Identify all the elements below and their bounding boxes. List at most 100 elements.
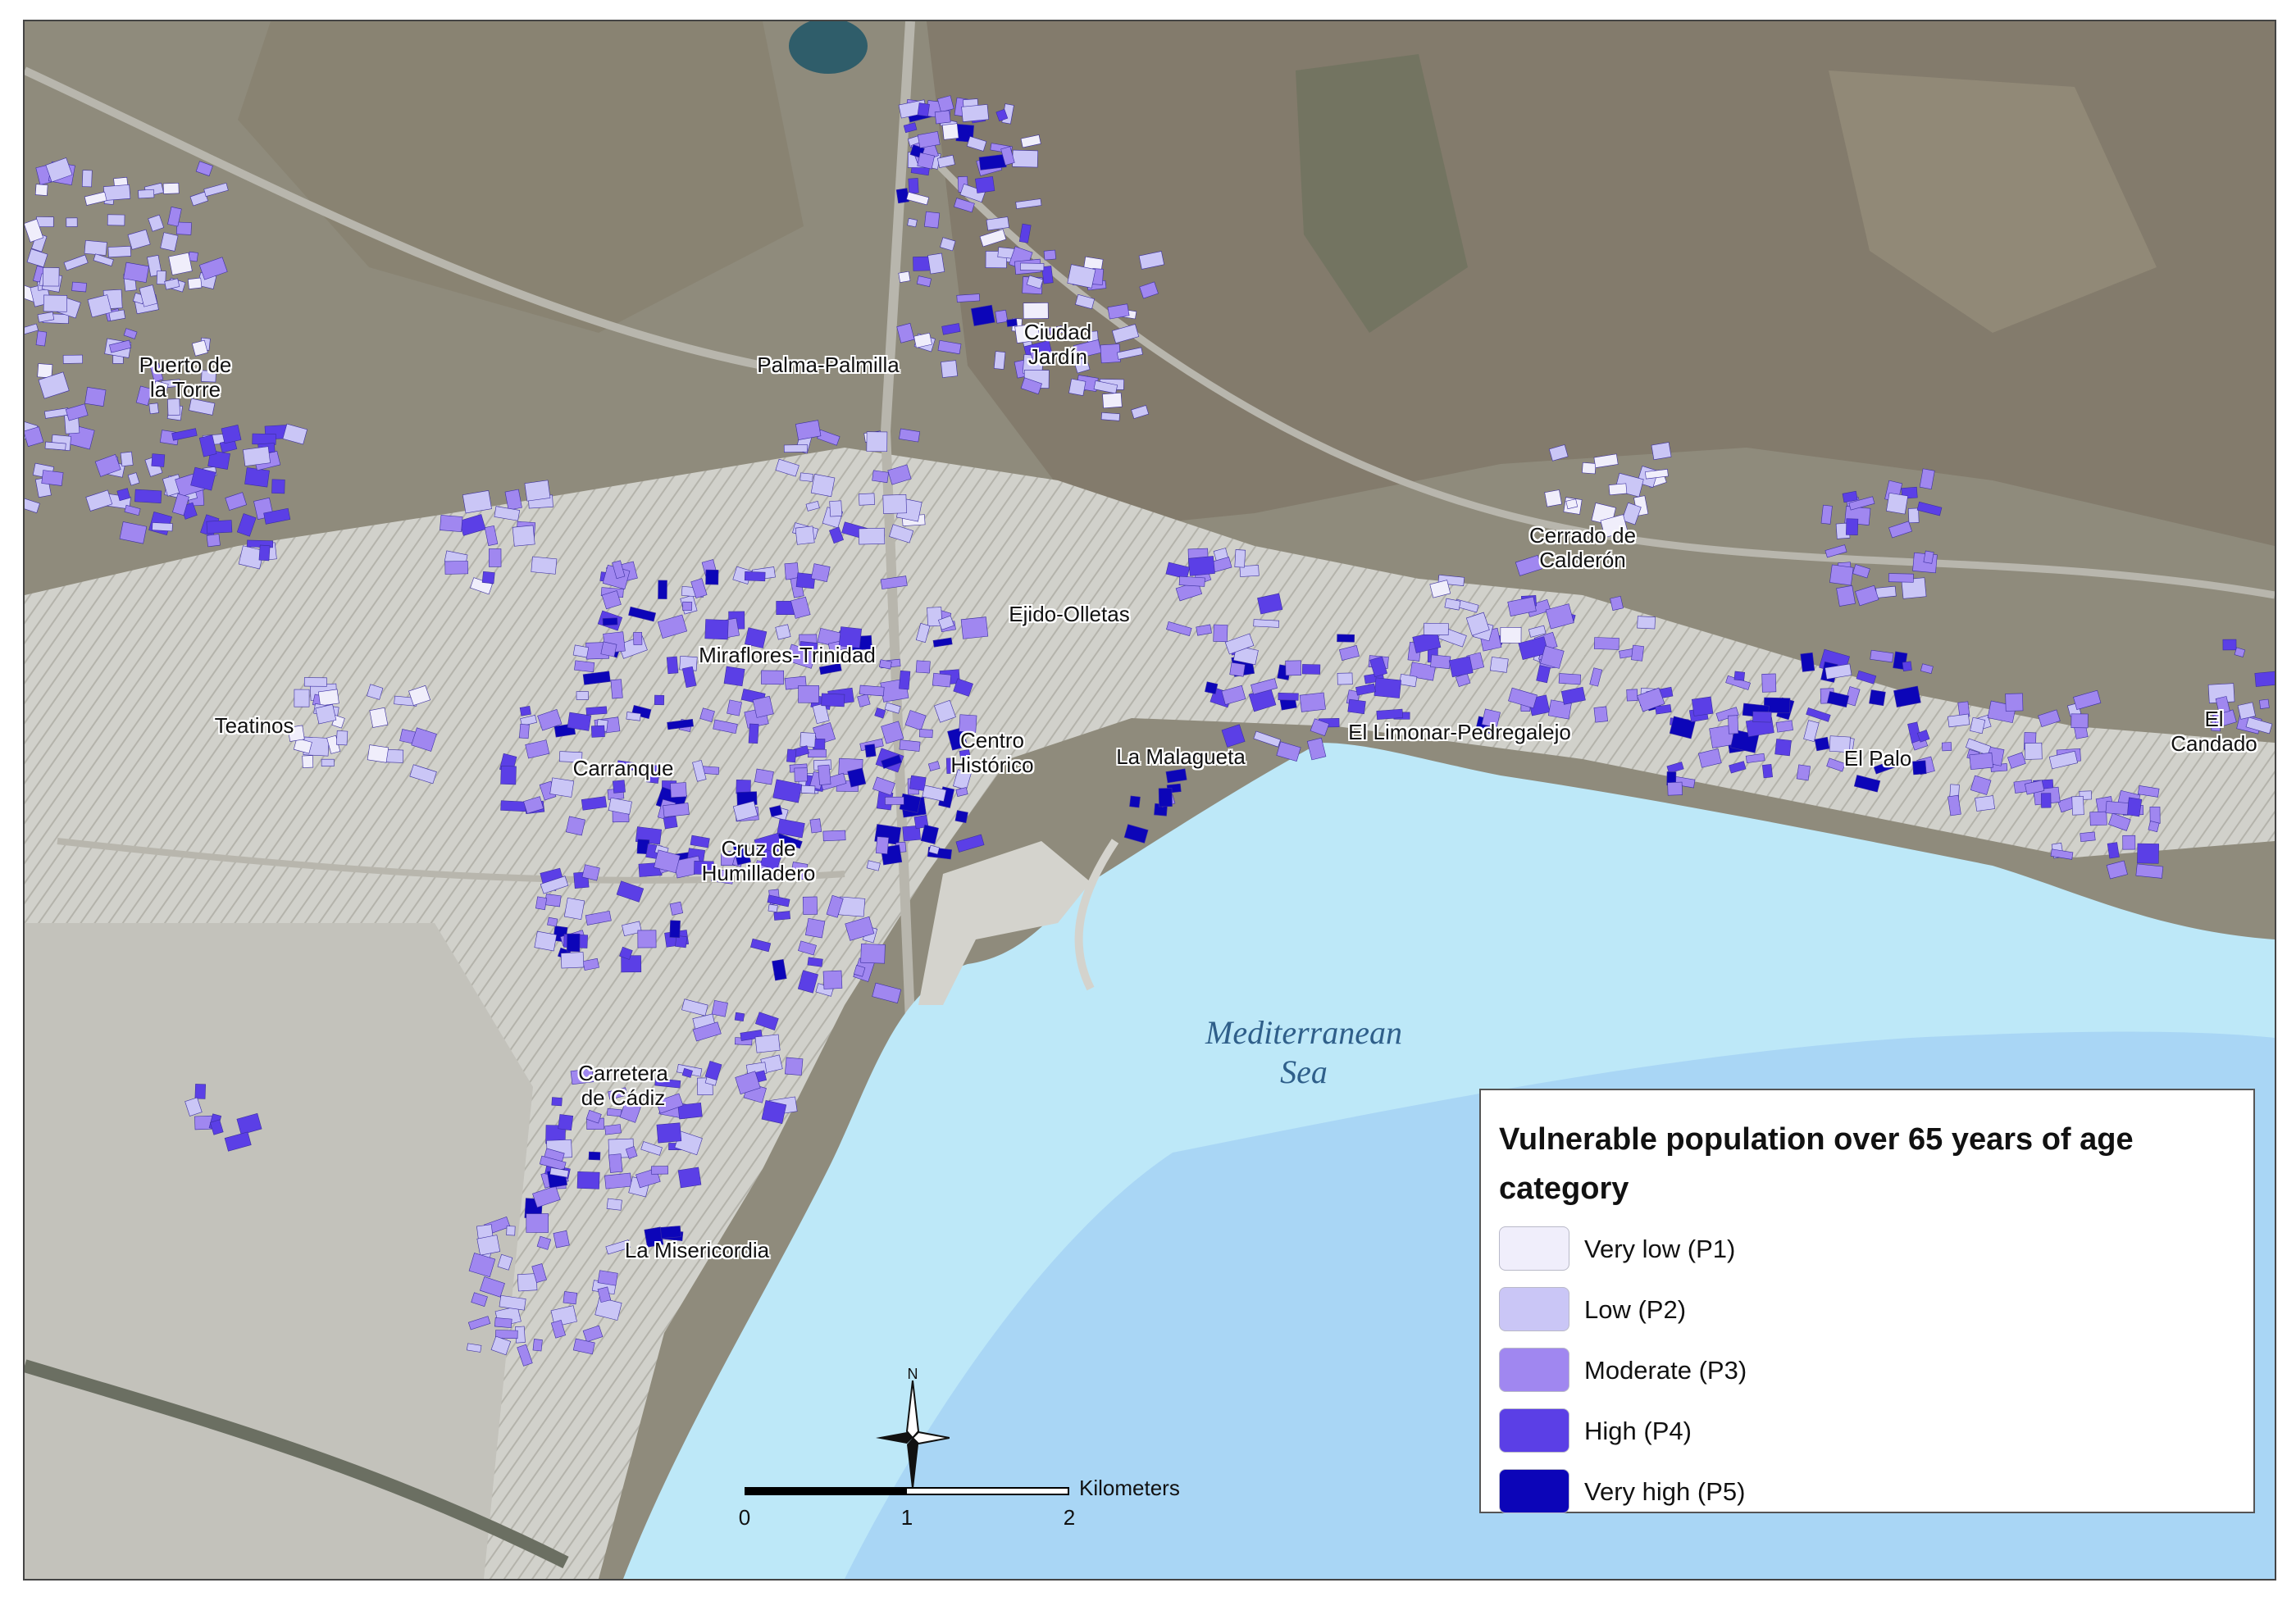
block-low <box>1947 713 1970 728</box>
block-high <box>1691 696 1714 716</box>
block-moderate <box>1745 753 1765 764</box>
block-moderate <box>535 896 548 911</box>
block-moderate <box>84 387 107 407</box>
block-very-high <box>588 1151 601 1161</box>
block-moderate <box>1626 689 1638 702</box>
block-low <box>1100 412 1120 421</box>
block-moderate <box>532 1339 543 1352</box>
block-moderate <box>1507 596 1537 616</box>
block-moderate <box>600 641 617 657</box>
block-high <box>908 178 919 194</box>
block-moderate <box>1593 706 1608 723</box>
block-moderate <box>896 322 915 343</box>
block-very-high <box>660 1226 681 1239</box>
block-moderate <box>484 525 499 546</box>
legend-item-high: High (P4) <box>1499 1408 2221 1454</box>
block-high <box>1842 490 1858 503</box>
block-moderate <box>1920 663 1934 675</box>
block-low <box>335 730 348 746</box>
block-low <box>294 689 310 707</box>
block-very-high <box>1800 652 1815 672</box>
block-moderate <box>619 1099 642 1123</box>
block-low <box>520 715 537 726</box>
block-low <box>156 271 166 285</box>
block-high <box>619 946 633 960</box>
block-high <box>821 693 845 707</box>
block-high <box>955 834 985 853</box>
block-moderate <box>809 818 822 834</box>
block-high <box>612 780 626 794</box>
block-very-high <box>970 304 995 326</box>
block-moderate <box>597 1286 612 1303</box>
block-moderate <box>654 849 681 874</box>
block-moderate <box>1870 649 1894 663</box>
legend-item-very-low: Very low (P1) <box>1499 1226 2221 1272</box>
block-very-high <box>1814 736 1830 752</box>
block-low <box>732 800 758 821</box>
block-moderate <box>149 362 164 383</box>
block-very-high <box>1853 775 1881 793</box>
block-moderate <box>924 211 941 229</box>
block-moderate <box>607 1108 622 1117</box>
block-moderate <box>954 198 975 213</box>
block-low <box>93 253 114 266</box>
block-low <box>934 699 956 723</box>
port-breakwater <box>1074 839 1119 991</box>
block-moderate <box>2215 696 2230 714</box>
block-moderate <box>699 707 715 722</box>
block-low <box>783 444 808 453</box>
block-moderate <box>608 1087 628 1100</box>
block-moderate <box>1631 644 1644 662</box>
block-high <box>761 1100 787 1125</box>
scale-segment-dark <box>745 1487 907 1495</box>
block-moderate <box>1221 685 1246 705</box>
block-moderate <box>711 868 735 885</box>
block-very-low <box>191 339 208 357</box>
block-moderate <box>517 1344 533 1367</box>
block-low <box>84 239 107 256</box>
block-moderate <box>1888 521 1912 539</box>
block-high <box>1221 724 1246 748</box>
mountain-shading <box>1296 54 1468 333</box>
legend-label: Low (P2) <box>1584 1295 1687 1324</box>
block-low <box>866 860 881 871</box>
block-moderate <box>845 916 875 941</box>
block-moderate <box>585 910 612 926</box>
block-high <box>1448 656 1474 678</box>
block-high <box>1916 730 1930 743</box>
block-moderate <box>2005 693 2024 712</box>
block-high <box>551 1097 563 1107</box>
block-low <box>986 216 1009 231</box>
block-moderate <box>570 1068 594 1085</box>
block-moderate <box>1919 468 1935 490</box>
block-very-high <box>1006 318 1018 327</box>
block-moderate <box>713 719 738 735</box>
block-moderate <box>1697 748 1722 768</box>
reservoir <box>789 21 868 74</box>
block-high <box>1655 704 1672 715</box>
block-low <box>108 309 126 321</box>
block-moderate <box>444 561 468 575</box>
block-very-low <box>287 725 305 742</box>
block-moderate <box>899 739 921 752</box>
block-very-low <box>25 218 44 243</box>
block-very-low <box>979 229 1007 248</box>
port <box>918 841 1091 1005</box>
block-moderate <box>41 470 64 486</box>
block-moderate <box>1250 678 1278 695</box>
block-moderate <box>1848 496 1875 511</box>
block-moderate <box>2089 811 2107 826</box>
block-low <box>754 1034 781 1053</box>
block-moderate <box>1285 660 1302 676</box>
block-moderate <box>818 764 831 785</box>
block-high <box>690 835 710 848</box>
block-very-high <box>1337 634 1355 643</box>
block-moderate <box>539 1155 567 1171</box>
legend-swatch <box>1499 1226 1569 1271</box>
block-moderate <box>1589 667 1603 687</box>
block-very-high <box>818 662 842 675</box>
block-very-low <box>408 685 431 706</box>
block-low <box>2048 750 2078 770</box>
block-low <box>1138 251 1165 270</box>
block-moderate <box>1637 687 1665 712</box>
